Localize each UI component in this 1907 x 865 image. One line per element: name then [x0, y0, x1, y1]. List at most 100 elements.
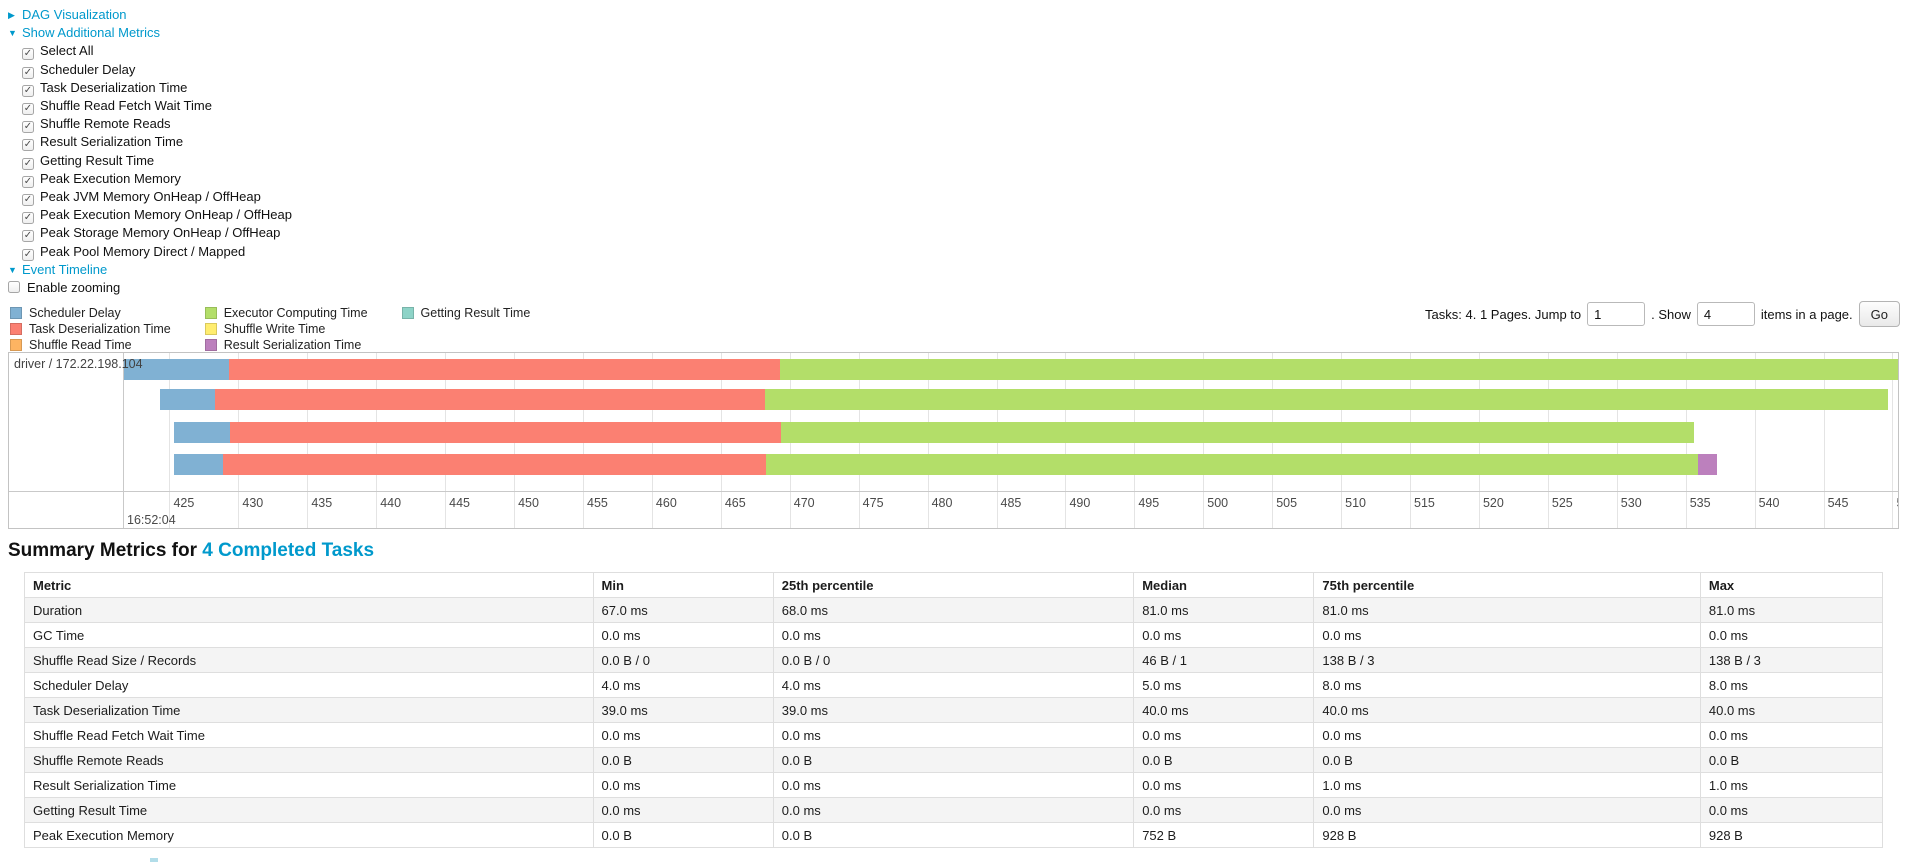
- task-bar-segment-executor-computing[interactable]: [764, 389, 1889, 410]
- go-button[interactable]: Go: [1858, 301, 1900, 327]
- task-bar-segment-executor-computing[interactable]: [781, 422, 1694, 443]
- metric-value-cell: 8.0 ms: [1313, 672, 1701, 698]
- task-pagination: Tasks: 4. 1 Pages. Jump to . Show items …: [1425, 301, 1900, 327]
- checkbox-checked-icon[interactable]: ✓: [22, 230, 34, 243]
- task-bar-segment-task-deserialization[interactable]: [228, 359, 781, 380]
- legend-item-label: Task Deserialization Time: [29, 322, 171, 336]
- jump-to-page-input[interactable]: [1587, 302, 1646, 326]
- task-bar-segment-scheduler-delay[interactable]: [173, 454, 224, 475]
- axis-tick-label: 440: [380, 496, 402, 510]
- event-timeline-toggle[interactable]: ▼ Event Timeline: [8, 261, 292, 279]
- table-row: Shuffle Read Size / Records 0.0 B / 0 0.0 …: [24, 647, 1884, 673]
- metric-value-cell: 0.0 B: [592, 747, 774, 773]
- legend-column: Getting Result Time: [401, 306, 530, 352]
- axis-tick-label: 460: [655, 496, 677, 510]
- axis-tick-label: 480: [931, 496, 953, 510]
- task-bar-segment-executor-computing[interactable]: [780, 359, 1898, 380]
- checkbox-checked-icon[interactable]: ✓: [22, 248, 34, 261]
- completed-tasks-link[interactable]: 4 Completed Tasks: [202, 540, 375, 561]
- metric-value-cell: 0.0 ms: [1133, 797, 1315, 823]
- timeline-axis: 16:52:04 425 430 435 440 445 450 455 460 465 470 4…: [9, 491, 1898, 528]
- metric-checkbox-label: Getting Result Time: [40, 152, 155, 168]
- enable-zooming-row: Enable zooming: [8, 279, 292, 297]
- metric-value-cell: 1.0 ms: [1699, 772, 1884, 798]
- metric-value-cell: 4.0 ms: [592, 672, 774, 698]
- summary-metrics-table: Metric Min 25th percentile Median 75th perce…: [24, 572, 1884, 848]
- executor-row-label: driver / 172.22.198.104: [14, 357, 143, 371]
- partial-cutoff-element: [150, 858, 158, 862]
- metric-checkbox-label: Scheduler Delay: [40, 61, 136, 77]
- checkbox-checked-icon[interactable]: ✓: [22, 66, 34, 79]
- table-row: Duration 67.0 ms 68.0 ms 81.0 ms 81.0 ms 81.0…: [24, 597, 1884, 623]
- metric-name-cell: Shuffle Remote Reads: [24, 747, 594, 773]
- metric-value-cell: 0.0 B: [772, 747, 1135, 773]
- axis-tick-label: 450: [518, 496, 539, 510]
- axis-tick-label: 465: [724, 496, 746, 510]
- legend-color-swatch: [401, 307, 414, 319]
- metric-checkbox-row: ✓ Peak Execution Memory OnHeap / OffHeap: [8, 206, 292, 225]
- axis-tick-label: 490: [1069, 496, 1091, 510]
- task-bar-segment-executor-computing[interactable]: [766, 454, 1699, 475]
- legend-color-swatch: [10, 339, 22, 351]
- axis-tick-label: 425: [173, 496, 195, 510]
- metric-name-cell: Getting Result Time: [24, 797, 594, 823]
- pagination-prefix-text: Tasks: 4. 1 Pages. Jump to: [1425, 306, 1582, 322]
- metric-name-cell: Task Deserialization Time: [24, 697, 594, 723]
- checkbox-checked-icon[interactable]: ✓: [22, 48, 34, 61]
- task-bar-segment-scheduler-delay[interactable]: [124, 359, 229, 380]
- timeline-gridline: [1823, 353, 1825, 528]
- checkbox-unchecked-icon[interactable]: [8, 281, 20, 294]
- enable-zooming-label: Enable zooming: [27, 280, 121, 296]
- show-additional-metrics-toggle[interactable]: ▼ Show Additional Metrics: [8, 24, 292, 42]
- legend-item-label: Shuffle Write Time: [223, 322, 326, 336]
- checkbox-checked-icon[interactable]: ✓: [22, 84, 34, 97]
- checkbox-checked-icon[interactable]: ✓: [22, 139, 34, 152]
- dag-visualization-toggle[interactable]: ▶ DAG Visualization: [8, 6, 292, 24]
- checkbox-checked-icon[interactable]: ✓: [22, 157, 34, 170]
- table-header-row: Metric Min 25th percentile Median 75th perce…: [24, 572, 1884, 598]
- checkbox-checked-icon[interactable]: ✓: [22, 121, 34, 134]
- checkbox-checked-icon[interactable]: ✓: [22, 175, 34, 188]
- legend-item: Result Serialization Time: [204, 338, 368, 352]
- metric-name-cell: GC Time: [24, 622, 594, 648]
- metric-value-cell: 0.0 ms: [1313, 622, 1701, 648]
- metric-value-cell: 138 B / 3: [1699, 647, 1884, 673]
- task-bar-segment-task-deserialization[interactable]: [230, 422, 782, 443]
- metric-value-cell: 752 B: [1133, 822, 1315, 848]
- metric-value-cell: 0.0 ms: [1699, 797, 1884, 823]
- task-bar-segment-scheduler-delay[interactable]: [173, 422, 231, 443]
- metric-checkbox-row: ✓ Peak Storage Memory OnHeap / OffHeap: [8, 224, 292, 243]
- metric-value-cell: 39.0 ms: [772, 697, 1135, 723]
- metric-checkbox-row: ✓ Shuffle Read Fetch Wait Time: [8, 97, 292, 116]
- table-row: Getting Result Time 0.0 ms 0.0 ms 0.0 ms 0.0…: [24, 797, 1884, 823]
- table-row: Result Serialization Time 0.0 ms 0.0 ms 0.0…: [24, 772, 1884, 798]
- timeline-plot-area: [124, 353, 1898, 491]
- checkbox-checked-icon[interactable]: ✓: [22, 212, 34, 225]
- metric-value-cell: 0.0 ms: [1313, 797, 1701, 823]
- metric-checkbox-label: Peak Execution Memory: [40, 170, 181, 186]
- task-bar-segment-result-serialization[interactable]: [1698, 454, 1718, 475]
- table-header-cell: Metric: [24, 572, 594, 598]
- axis-tick-label: 535: [1689, 496, 1711, 510]
- task-bar-segment-task-deserialization[interactable]: [223, 454, 767, 475]
- task-bar-segment-scheduler-delay[interactable]: [159, 389, 215, 410]
- axis-tick-label: 540: [1758, 496, 1780, 510]
- checkbox-checked-icon[interactable]: ✓: [22, 194, 34, 207]
- timeline-gridline: [1892, 353, 1894, 528]
- metric-value-cell: 0.0 ms: [1133, 722, 1315, 748]
- metric-value-cell: 0.0 B / 0: [592, 647, 774, 673]
- metric-value-cell: 81.0 ms: [1699, 597, 1884, 623]
- task-bar-segment-task-deserialization[interactable]: [214, 389, 765, 410]
- metric-value-cell: 40.0 ms: [1699, 697, 1884, 723]
- legend-item: Shuffle Read Time: [10, 338, 171, 352]
- axis-tick-label: 445: [449, 496, 471, 510]
- metric-value-cell: 1.0 ms: [1313, 772, 1701, 798]
- metric-value-cell: 40.0 ms: [1133, 697, 1315, 723]
- metric-checkbox-label: Task Deserialization Time: [40, 79, 188, 95]
- metric-value-cell: 0.0 ms: [1133, 622, 1315, 648]
- axis-tick-label: 550: [1896, 496, 1898, 510]
- items-per-page-input[interactable]: [1696, 302, 1755, 326]
- checkbox-checked-icon[interactable]: ✓: [22, 103, 34, 116]
- table-header-cell: Min: [592, 572, 774, 598]
- metric-value-cell: 8.0 ms: [1699, 672, 1884, 698]
